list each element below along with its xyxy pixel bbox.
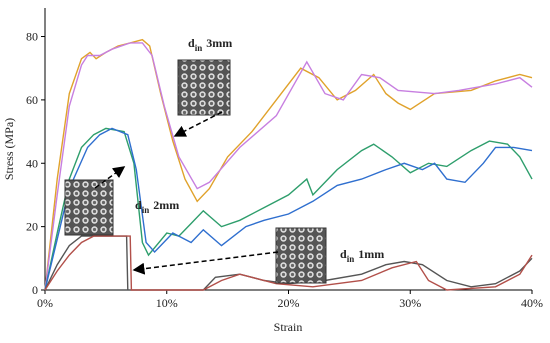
annotation: din 2mm	[135, 198, 179, 215]
x-tick-label: 20%	[278, 296, 300, 310]
annotation: din 3mm	[188, 36, 232, 53]
x-tick-label: 10%	[156, 296, 178, 310]
sample-photo	[275, 227, 327, 284]
data-line	[44, 127, 533, 291]
y-tick-label: 60	[26, 93, 38, 107]
arrow	[132, 251, 279, 275]
x-tick-label: 30%	[399, 296, 421, 310]
x-tick-label: 40%	[521, 296, 543, 310]
y-tick-label: 80	[26, 30, 38, 44]
y-tick-label: 40	[26, 156, 38, 170]
sample-photo	[177, 59, 231, 116]
data-line	[44, 127, 533, 291]
sample-photo	[64, 179, 114, 236]
x-tick-label: 0%	[37, 296, 53, 310]
x-axis-label: Strain	[274, 320, 303, 334]
y-axis-label: Stress (MPa)	[2, 118, 16, 180]
arrow	[173, 111, 223, 137]
data-line	[44, 42, 533, 291]
data-line	[44, 235, 533, 291]
plot-area: 0 20 40 60 80 0% 10% 20% 30% 40%	[26, 8, 543, 310]
y-tick-label: 0	[32, 283, 38, 297]
arrow	[94, 166, 126, 189]
y-tick-label: 20	[26, 220, 38, 234]
annotation: din 1mm	[340, 247, 384, 264]
